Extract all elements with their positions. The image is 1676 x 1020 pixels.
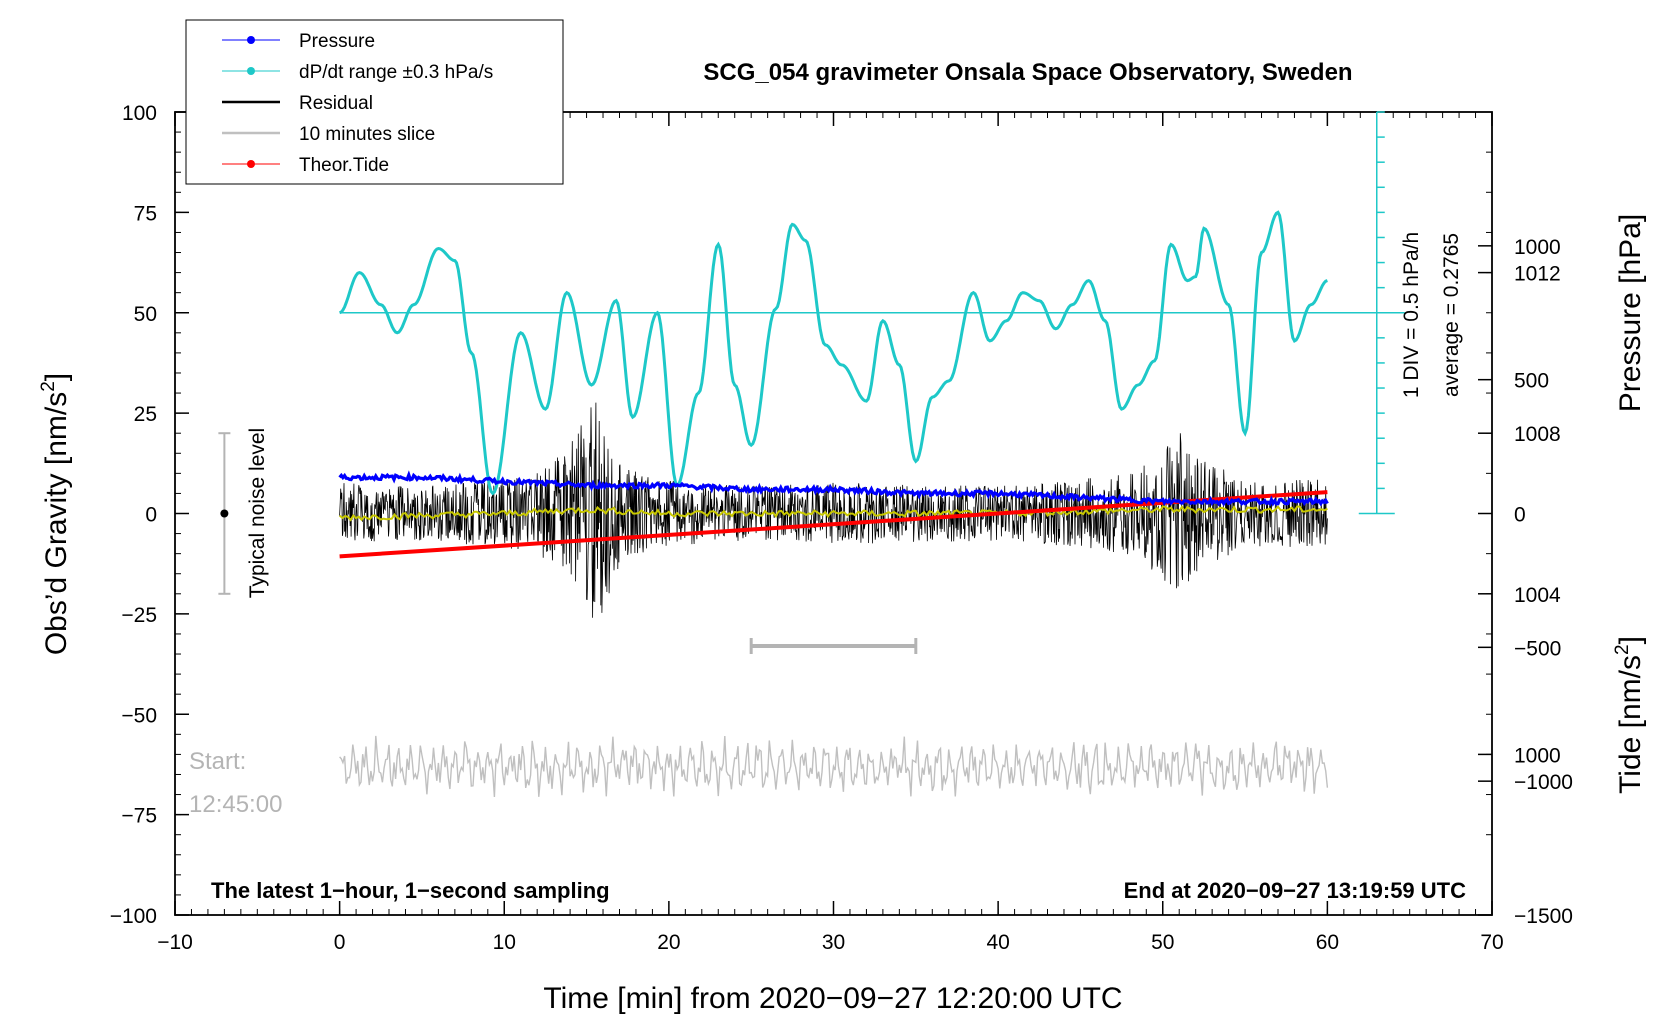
tide-tick-label: −1500 bbox=[1514, 905, 1573, 928]
tide-tick-label: −1000 bbox=[1514, 771, 1573, 794]
series-group bbox=[338, 210, 1329, 798]
residual-line bbox=[339, 402, 1328, 618]
start-label: Start: bbox=[189, 748, 246, 775]
legend-marker bbox=[247, 36, 255, 44]
legend-label: Residual bbox=[299, 93, 373, 114]
x-tick-label: −10 bbox=[157, 931, 193, 954]
x-tick-label: 50 bbox=[1151, 931, 1174, 954]
dpdt-line bbox=[339, 210, 1328, 496]
y-axis-label-tide-text: Tide [nm/s bbox=[1614, 655, 1647, 794]
legend-entries: Pressure dP/dt range ±0.3 hPa/s Residual 10… bbox=[222, 31, 493, 176]
y-axis-label-tide-sup: 2 bbox=[1612, 644, 1633, 655]
y-tick-label: −75 bbox=[121, 805, 157, 828]
y-tick-label: −25 bbox=[121, 604, 157, 627]
y-axis-label-gravity-text: Obs’d Gravity [nm/s bbox=[40, 392, 73, 655]
y-tick-label: −50 bbox=[121, 704, 157, 727]
pressure-tick-label: 1004 bbox=[1514, 584, 1561, 607]
dpdt-average-label: average = 0.2765 bbox=[1440, 233, 1463, 397]
y-tick-label: 0 bbox=[145, 504, 157, 527]
pressure-line bbox=[338, 470, 1329, 507]
end-time-label: End at 2020−09−27 13:19:59 UTC bbox=[1124, 878, 1467, 903]
y-tick-label: 50 bbox=[134, 303, 157, 326]
x-tick-label: 20 bbox=[657, 931, 680, 954]
axes-group: −10 0 10 20 30 40 50 60 701007550250−25−50−75−10… bbox=[110, 102, 1573, 954]
x-tick-label: 40 bbox=[986, 931, 1009, 954]
legend-box bbox=[185, 19, 564, 185]
x-tick-label: 30 bbox=[822, 931, 845, 954]
legend-marker bbox=[247, 67, 255, 75]
x-tick-label: 70 bbox=[1480, 931, 1503, 954]
start-time-label: 12:45:00 bbox=[189, 791, 282, 818]
tide-tick-label: 500 bbox=[1514, 370, 1549, 393]
annotation-group bbox=[218, 111, 1405, 654]
y-tick-label: 25 bbox=[134, 403, 157, 426]
legend-label: dP/dt range ±0.3 hPa/s bbox=[299, 62, 493, 83]
y-axis-label-tide-end: ] bbox=[1614, 636, 1647, 644]
legend-label: Pressure bbox=[299, 31, 375, 52]
legend: Pressure dP/dt range ±0.3 hPa/s Residual 10… bbox=[185, 19, 564, 185]
legend-label: Theor.Tide bbox=[299, 155, 389, 176]
y-axis-label-gravity-end: ] bbox=[40, 373, 73, 381]
y-axis-label-gravity: Obs’d Gravity [nm/s2] bbox=[38, 373, 73, 655]
chart-title: SCG_054 gravimeter Onsala Space Observat… bbox=[703, 59, 1352, 86]
residual-smoothed-line bbox=[338, 505, 1328, 522]
pressure-tick-label: 1012 bbox=[1514, 263, 1561, 286]
latest-sampling-label: The latest 1−hour, 1−second sampling bbox=[211, 878, 610, 903]
pressure-tick-label: 1008 bbox=[1514, 423, 1561, 446]
tide-tick-label: 1000 bbox=[1514, 236, 1561, 259]
pressure-tick-label: 1000 bbox=[1514, 744, 1561, 767]
slice-line bbox=[339, 735, 1329, 798]
y-axis-label-pressure: Pressure [hPa] bbox=[1614, 214, 1647, 412]
tide-tick-label: 0 bbox=[1514, 504, 1526, 527]
x-tick-label: 60 bbox=[1316, 931, 1339, 954]
noise-bar-center bbox=[220, 509, 229, 518]
x-tick-label: 10 bbox=[493, 931, 516, 954]
y-tick-label: 100 bbox=[122, 102, 157, 125]
dpdt-scale-label: 1 DIV = 0.5 hPa/h bbox=[1400, 232, 1423, 398]
y-tick-label: 75 bbox=[134, 202, 157, 225]
noise-level-label: Typical noise level bbox=[246, 428, 269, 598]
legend-marker bbox=[247, 160, 255, 168]
y-axis-label-gravity-sup: 2 bbox=[38, 381, 59, 392]
y-tick-label: −100 bbox=[110, 905, 157, 928]
legend-label: 10 minutes slice bbox=[299, 124, 435, 145]
tide-tick-label: −500 bbox=[1514, 637, 1561, 660]
x-axis-label: Time [min] from 2020−09−27 12:20:00 UTC bbox=[543, 982, 1122, 1015]
x-tick-label: 0 bbox=[334, 931, 346, 954]
y-axis-label-tide: Tide [nm/s2] bbox=[1612, 636, 1647, 794]
